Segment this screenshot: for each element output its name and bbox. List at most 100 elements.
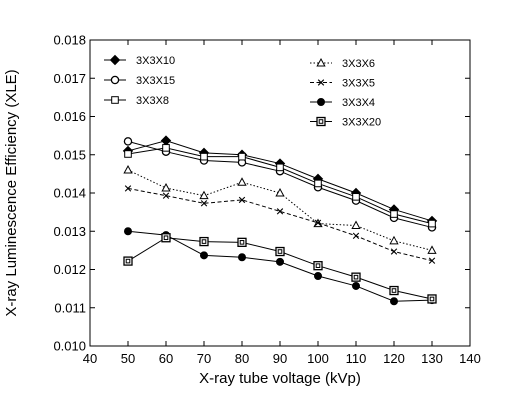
legend-item-3x3x20: 3X3X20 bbox=[310, 117, 381, 129]
cross-stroke bbox=[200, 200, 208, 207]
legend-marker-3x3x20 bbox=[316, 116, 326, 127]
inner-square bbox=[125, 258, 131, 264]
data-point-3x3x5 bbox=[162, 192, 170, 199]
x-tick-label: 130 bbox=[421, 351, 443, 366]
y-tick-label: 0.013 bbox=[53, 224, 86, 239]
legend-item-3x3x15: 3X3X15 bbox=[104, 75, 175, 87]
data-point-3x3x6 bbox=[275, 187, 285, 197]
legend-item-3x3x4: 3X3X4 bbox=[310, 97, 375, 109]
x-tick-label: 70 bbox=[197, 351, 211, 366]
data-point-3x3x5 bbox=[238, 196, 246, 204]
data-point-3x3x6 bbox=[389, 235, 399, 245]
series-3x3x4 bbox=[124, 227, 436, 306]
series-line-3x3x4 bbox=[127, 230, 433, 302]
data-point-3x3x8 bbox=[162, 144, 170, 152]
legend-item-3x3x5: 3X3X5 bbox=[310, 78, 375, 90]
data-point-3x3x6 bbox=[161, 182, 171, 192]
data-point-3x3x20 bbox=[275, 246, 285, 257]
data-point-3x3x20 bbox=[427, 294, 437, 304]
data-point-3x3x4 bbox=[276, 257, 284, 266]
data-point-3x3x5 bbox=[428, 257, 436, 264]
x-tick-label: 50 bbox=[121, 351, 135, 366]
y-tick-label: 0.014 bbox=[53, 186, 86, 201]
data-point-3x3x4 bbox=[238, 253, 246, 262]
legend-label-3x3x6: 3X3X6 bbox=[342, 58, 375, 70]
legend-label-3x3x10: 3X3X10 bbox=[136, 55, 175, 67]
data-point-3x3x10 bbox=[160, 135, 172, 146]
y-tick-label: 0.018 bbox=[53, 33, 86, 48]
series-3x3x5 bbox=[124, 185, 436, 264]
inner-square bbox=[315, 263, 321, 268]
data-point-3x3x8 bbox=[390, 210, 398, 218]
cross-stroke bbox=[238, 196, 246, 204]
y-tick-label: 0.017 bbox=[53, 71, 86, 86]
x-tick-label: 80 bbox=[235, 351, 249, 366]
inner-square bbox=[163, 235, 169, 241]
y-axis-title: X-ray Luminescence Efficiency (XLE) bbox=[3, 69, 20, 316]
legend-label-3x3x15: 3X3X15 bbox=[136, 75, 175, 87]
data-point-3x3x5 bbox=[200, 200, 208, 207]
data-point-3x3x6 bbox=[199, 190, 209, 200]
data-point-3x3x8 bbox=[124, 150, 132, 158]
data-point-3x3x8 bbox=[314, 179, 322, 188]
y-tick-label: 0.012 bbox=[53, 262, 86, 277]
x-tick-label: 140 bbox=[459, 351, 481, 366]
cross-stroke bbox=[162, 192, 170, 199]
cross-stroke bbox=[428, 257, 436, 264]
inner-square bbox=[429, 296, 435, 302]
x-tick-label: 90 bbox=[273, 351, 287, 366]
legend-marker-3x3x8 bbox=[111, 96, 119, 104]
data-point-3x3x4 bbox=[352, 281, 360, 290]
data-point-3x3x4 bbox=[200, 251, 208, 260]
cross-stroke bbox=[352, 232, 360, 240]
series-line-3x3x15 bbox=[127, 140, 433, 228]
data-point-3x3x15 bbox=[123, 137, 133, 146]
series-3x3x15 bbox=[123, 137, 437, 232]
data-point-3x3x8 bbox=[200, 152, 208, 161]
data-point-3x3x20 bbox=[237, 237, 247, 247]
series-line-3x3x5 bbox=[127, 187, 433, 262]
data-point-3x3x8 bbox=[352, 193, 360, 201]
inner-square bbox=[239, 240, 245, 245]
inner-square bbox=[318, 119, 324, 124]
legend-marker-3x3x5 bbox=[317, 79, 325, 86]
data-point-3x3x4 bbox=[314, 272, 322, 281]
y-tick-label: 0.015 bbox=[53, 147, 86, 162]
data-point-3x3x4 bbox=[124, 227, 132, 236]
data-point-3x3x8 bbox=[428, 219, 436, 228]
y-tick-label: 0.016 bbox=[53, 109, 86, 124]
legend-item-3x3x8: 3X3X8 bbox=[104, 95, 169, 107]
y-tick-label: 0.011 bbox=[54, 300, 86, 315]
data-point-3x3x20 bbox=[161, 233, 171, 243]
cross-stroke bbox=[124, 185, 132, 192]
series-line-3x3x10 bbox=[127, 140, 433, 222]
legend-label-3x3x20: 3X3X20 bbox=[342, 117, 381, 129]
legend: 3X3X10 3X3X15 3X3X8 3X3X6 3X3X5 3X3X4 3X3X20 bbox=[104, 54, 381, 129]
data-point-3x3x20 bbox=[199, 236, 209, 247]
data-point-3x3x20 bbox=[313, 261, 323, 271]
series-3x3x6 bbox=[123, 165, 437, 254]
data-point-3x3x8 bbox=[238, 152, 246, 161]
x-tick-label: 110 bbox=[346, 351, 367, 366]
y-tick-label: 0.010 bbox=[53, 339, 86, 354]
data-point-3x3x5 bbox=[352, 232, 360, 240]
data-point-3x3x20 bbox=[351, 272, 361, 282]
x-tick-label: 100 bbox=[307, 351, 329, 366]
legend-item-3x3x6: 3X3X6 bbox=[310, 57, 375, 70]
data-point-3x3x20 bbox=[123, 256, 133, 266]
data-point-3x3x8 bbox=[276, 163, 284, 172]
cross-stroke bbox=[390, 248, 398, 255]
series-3x3x20 bbox=[123, 233, 437, 304]
legend-label-3x3x8: 3X3X8 bbox=[136, 95, 169, 107]
x-tick-label: 120 bbox=[383, 351, 405, 366]
x-tick-label: 60 bbox=[159, 351, 173, 366]
data-point-3x3x6 bbox=[427, 245, 437, 254]
cross-stroke bbox=[276, 208, 284, 215]
legend-marker-3x3x6 bbox=[316, 57, 326, 67]
data-point-3x3x6 bbox=[123, 165, 133, 174]
cross-stroke bbox=[314, 219, 322, 227]
data-point-3x3x6 bbox=[351, 220, 361, 230]
inner-square bbox=[277, 249, 283, 254]
